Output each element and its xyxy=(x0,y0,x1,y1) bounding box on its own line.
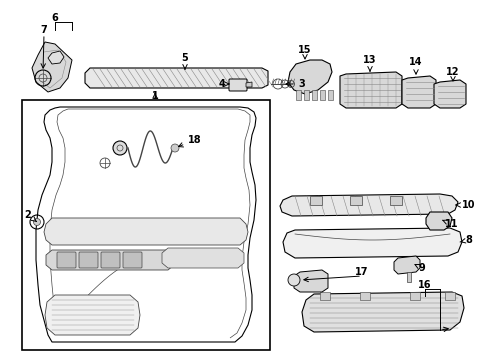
Polygon shape xyxy=(85,68,267,88)
Polygon shape xyxy=(162,248,244,268)
Polygon shape xyxy=(280,194,457,216)
Text: 16: 16 xyxy=(417,280,431,290)
FancyBboxPatch shape xyxy=(101,252,120,268)
Text: 17: 17 xyxy=(354,267,368,277)
Polygon shape xyxy=(319,90,325,100)
FancyBboxPatch shape xyxy=(123,252,142,268)
Text: 13: 13 xyxy=(363,55,376,71)
Polygon shape xyxy=(425,212,451,230)
Polygon shape xyxy=(349,196,361,205)
FancyBboxPatch shape xyxy=(228,79,246,91)
Polygon shape xyxy=(46,250,174,270)
Polygon shape xyxy=(48,51,64,64)
Polygon shape xyxy=(359,292,369,300)
Text: 15: 15 xyxy=(298,45,311,59)
Polygon shape xyxy=(304,90,308,100)
Polygon shape xyxy=(389,196,401,205)
Polygon shape xyxy=(339,72,401,108)
Text: 12: 12 xyxy=(446,67,459,81)
Polygon shape xyxy=(327,90,332,100)
Polygon shape xyxy=(295,90,301,100)
Text: 5: 5 xyxy=(181,53,188,69)
Text: 7: 7 xyxy=(41,25,47,35)
Polygon shape xyxy=(287,60,331,94)
Text: 9: 9 xyxy=(414,263,425,273)
FancyBboxPatch shape xyxy=(57,252,76,268)
Circle shape xyxy=(171,144,179,152)
Polygon shape xyxy=(393,256,419,274)
Polygon shape xyxy=(283,228,461,258)
Polygon shape xyxy=(245,82,251,87)
Polygon shape xyxy=(45,295,140,335)
Polygon shape xyxy=(44,218,247,245)
Polygon shape xyxy=(444,292,454,300)
Polygon shape xyxy=(22,100,269,350)
Text: 10: 10 xyxy=(455,200,475,210)
Text: 11: 11 xyxy=(442,219,458,229)
Text: 14: 14 xyxy=(408,57,422,74)
Polygon shape xyxy=(319,292,329,300)
Text: 6: 6 xyxy=(52,13,58,23)
Polygon shape xyxy=(32,42,72,92)
Text: 18: 18 xyxy=(178,135,202,147)
Circle shape xyxy=(287,274,299,286)
Text: 1: 1 xyxy=(151,91,158,101)
FancyBboxPatch shape xyxy=(79,252,98,268)
Polygon shape xyxy=(406,272,410,282)
Polygon shape xyxy=(433,80,465,108)
Text: 8: 8 xyxy=(459,235,471,245)
Text: 2: 2 xyxy=(24,210,37,222)
Polygon shape xyxy=(311,90,316,100)
Text: 4: 4 xyxy=(218,79,228,89)
Polygon shape xyxy=(309,196,321,205)
Text: 3: 3 xyxy=(285,79,305,89)
Polygon shape xyxy=(302,292,463,332)
Circle shape xyxy=(34,219,41,225)
Polygon shape xyxy=(293,270,327,292)
Polygon shape xyxy=(401,76,435,108)
Circle shape xyxy=(113,141,127,155)
Polygon shape xyxy=(409,292,419,300)
